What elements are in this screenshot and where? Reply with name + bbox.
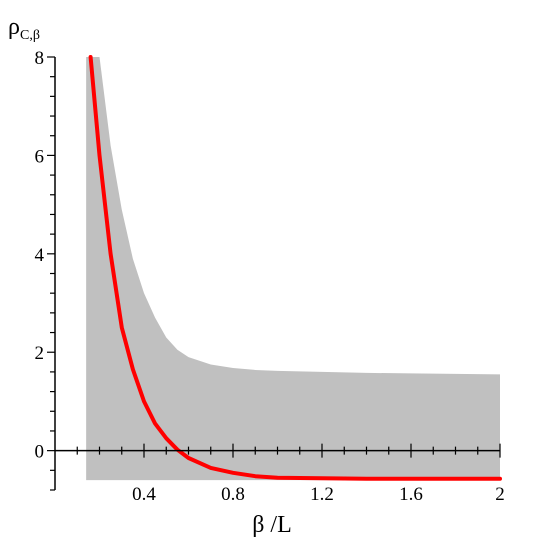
- x-tick-label: 0.8: [221, 484, 245, 505]
- band-area: [86, 57, 501, 481]
- y-tick-label: 2: [35, 343, 45, 364]
- x-axis-label: β /L: [252, 512, 292, 538]
- y-axis-label-subscript: C,β: [20, 28, 40, 43]
- y-axis-label-main: ρ: [8, 14, 20, 40]
- y-tick-label: 6: [35, 146, 45, 167]
- y-axis-label: ρC,β: [8, 14, 40, 43]
- x-tick-label: 1.2: [310, 484, 334, 505]
- y-tick-label: 8: [35, 48, 45, 69]
- x-tick-label: 0.4: [132, 484, 156, 505]
- y-tick-label: 4: [35, 245, 45, 266]
- uncertainty-band: [86, 57, 501, 481]
- series-line-1: [88, 55, 502, 481]
- x-tick-label: 1.6: [399, 484, 423, 505]
- x-tick-label: 2: [495, 484, 505, 505]
- series-layer: [88, 55, 502, 481]
- x-ticks: 0.4 0.8 1.2 1.6 2: [76, 443, 505, 505]
- y-ticks: 0 2 4 6 8: [35, 48, 55, 491]
- y-tick-label: 0: [35, 442, 45, 463]
